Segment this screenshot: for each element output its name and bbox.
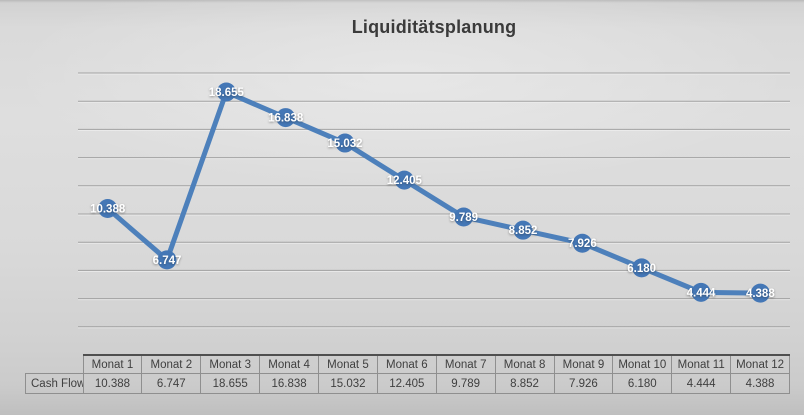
data-point-label: 6.747	[153, 255, 182, 267]
table-header-cell: Monat 9	[553, 354, 614, 374]
data-point-marker	[750, 283, 770, 303]
cash-flow-series-line	[105, 89, 763, 296]
table-header-cell: Monat 11	[671, 354, 732, 374]
data-point-marker	[572, 233, 592, 253]
table-header-cell: Monat 8	[494, 354, 555, 374]
data-point-marker	[157, 250, 177, 270]
data-point-marker	[335, 133, 355, 153]
table-value-cell: 4.388	[730, 373, 790, 394]
table-header-cell: Monat 6	[376, 354, 437, 374]
table-value-cell: 7.926	[553, 373, 614, 394]
table-header-cell: Monat 10	[612, 354, 673, 374]
table-value-cell: 10.388	[82, 373, 143, 394]
table-header-cell: Monat 12	[730, 354, 790, 374]
data-point-label: 9.789	[449, 212, 478, 224]
table-header-cell: Monat 5	[318, 354, 378, 374]
series-name-cell: Cash Flow	[25, 373, 84, 394]
chart-title: Liquiditätsplanung	[351, 17, 517, 37]
data-point-label: 4.388	[746, 288, 775, 300]
data-point-marker	[691, 282, 711, 302]
data-point-label: 18.655	[209, 87, 245, 99]
data-table-value-row: Cash Flow 10.388 6.747 18.655 16.838 15.032 1…	[25, 373, 790, 394]
table-value-cell: 15.032	[318, 373, 378, 394]
data-point-marker	[632, 258, 652, 278]
table-header-cell: Monat 3	[200, 354, 261, 374]
data-point-marker	[454, 207, 474, 227]
table-value-cell: 4.444	[671, 373, 732, 394]
data-point-marker	[216, 82, 236, 102]
table-header-cell: Monat 7	[435, 354, 496, 374]
data-point-label: 7.926	[568, 238, 597, 250]
table-value-cell: 16.838	[259, 373, 319, 394]
data-point-marker	[513, 220, 533, 240]
table-value-cell: 18.655	[200, 373, 261, 394]
chart-data-table: Monat 1 Monat 2 Monat 3 Monat 4 Monat 5 Monat…	[25, 354, 790, 394]
data-point-label: 12.405	[387, 175, 423, 187]
data-point-label: 16.838	[268, 113, 304, 125]
table-value-cell: 8.852	[494, 373, 555, 394]
table-header-cell: Monat 2	[141, 354, 202, 374]
table-value-cell: 6.180	[612, 373, 673, 394]
table-value-cell: 9.789	[435, 373, 496, 394]
table-value-cell: 6.747	[141, 373, 202, 394]
data-point-label: 4.444	[687, 287, 716, 299]
data-point-marker	[276, 108, 296, 128]
table-value-cell: 12.405	[376, 373, 437, 394]
data-point-marker	[394, 170, 414, 190]
data-table-header-row: Monat 1 Monat 2 Monat 3 Monat 4 Monat 5 Monat…	[26, 354, 790, 374]
data-point-label: 10.388	[90, 204, 126, 216]
table-header-cell: Monat 4	[259, 354, 319, 374]
data-table-corner-cell	[26, 355, 84, 374]
table-header-cell: Monat 1	[82, 354, 143, 374]
data-point-label: 8.852	[509, 225, 538, 237]
data-point-label: 15.032	[327, 138, 362, 150]
data-point-label: 6.180	[627, 263, 656, 275]
data-point-marker	[98, 199, 118, 219]
